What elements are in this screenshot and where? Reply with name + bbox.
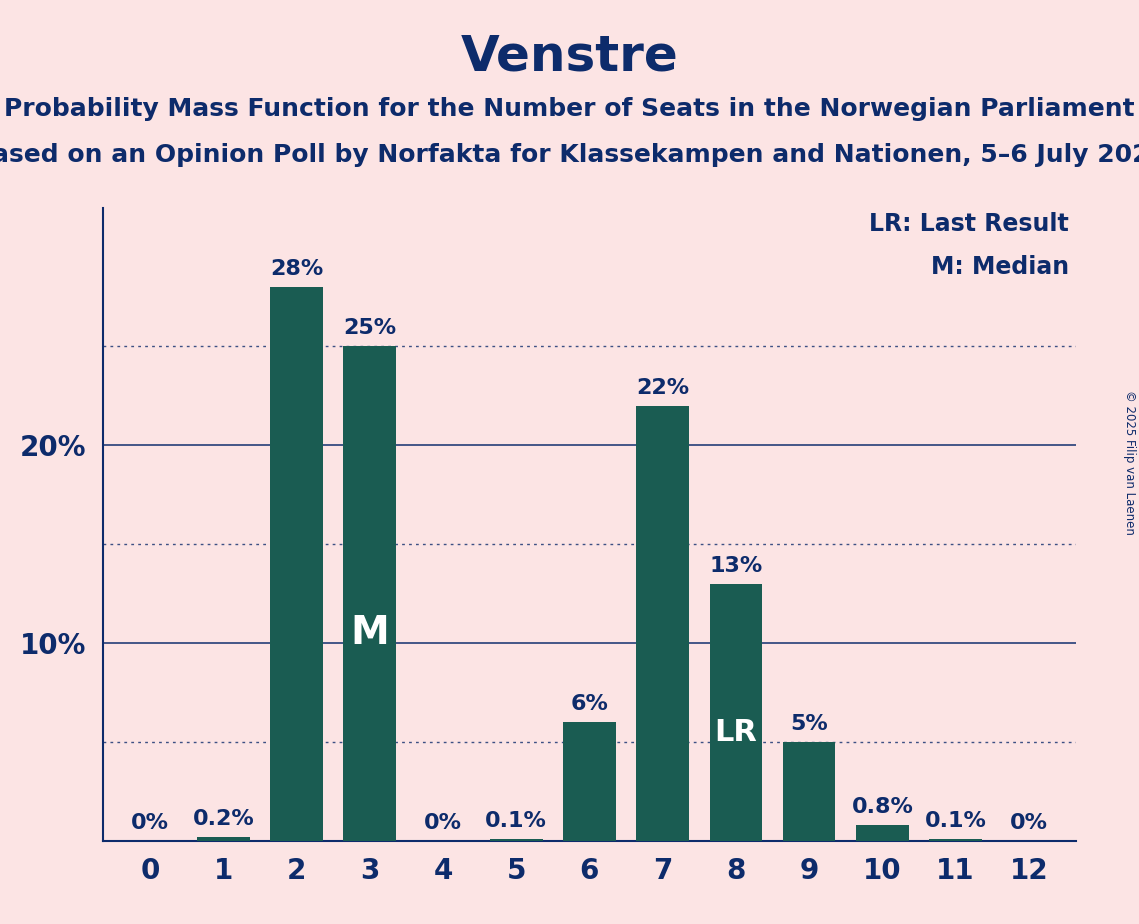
Text: 0.1%: 0.1% bbox=[925, 811, 986, 831]
Text: LR: LR bbox=[714, 718, 757, 748]
Bar bbox=[270, 287, 323, 841]
Bar bbox=[710, 584, 762, 841]
Text: 13%: 13% bbox=[710, 556, 762, 576]
Text: M: M bbox=[351, 614, 390, 652]
Text: 0.8%: 0.8% bbox=[851, 797, 913, 817]
Text: Based on an Opinion Poll by Norfakta for Klassekampen and Nationen, 5–6 July 202: Based on an Opinion Poll by Norfakta for… bbox=[0, 143, 1139, 167]
Text: M: Median: M: Median bbox=[931, 255, 1070, 279]
Bar bbox=[782, 742, 836, 841]
Bar bbox=[344, 346, 396, 841]
Bar bbox=[563, 723, 616, 841]
Bar bbox=[197, 837, 249, 841]
Text: 0.2%: 0.2% bbox=[192, 809, 254, 829]
Text: 0.1%: 0.1% bbox=[485, 811, 547, 831]
Bar bbox=[929, 839, 982, 841]
Bar bbox=[490, 839, 542, 841]
Text: 22%: 22% bbox=[636, 378, 689, 397]
Bar bbox=[637, 406, 689, 841]
Text: 5%: 5% bbox=[790, 714, 828, 734]
Text: 6%: 6% bbox=[571, 694, 608, 714]
Bar bbox=[857, 825, 909, 841]
Text: 25%: 25% bbox=[343, 319, 396, 338]
Text: 28%: 28% bbox=[270, 259, 323, 279]
Text: LR: Last Result: LR: Last Result bbox=[869, 212, 1070, 236]
Text: © 2025 Filip van Laenen: © 2025 Filip van Laenen bbox=[1123, 390, 1137, 534]
Text: 0%: 0% bbox=[131, 813, 169, 833]
Text: Venstre: Venstre bbox=[460, 32, 679, 80]
Text: Probability Mass Function for the Number of Seats in the Norwegian Parliament: Probability Mass Function for the Number… bbox=[5, 97, 1134, 121]
Text: 0%: 0% bbox=[424, 813, 462, 833]
Text: 0%: 0% bbox=[1010, 813, 1048, 833]
